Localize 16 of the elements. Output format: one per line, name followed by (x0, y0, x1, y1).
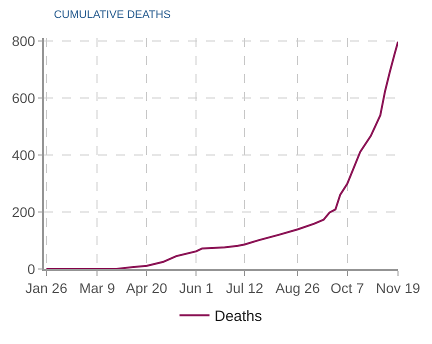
chart-title: CUMULATIVE DEATHS (54, 9, 171, 22)
y-tick-label: 800 (12, 32, 36, 49)
y-tick-label: 200 (12, 204, 36, 220)
x-tick-label: Mar 9 (79, 280, 116, 296)
x-tick-label: Jun 1 (179, 280, 214, 296)
x-tick-label: Jan 26 (25, 280, 68, 296)
legend-label: Deaths (214, 308, 262, 326)
y-tick-label: 600 (12, 90, 36, 106)
y-tick-label: 400 (12, 146, 36, 163)
x-tick-label: Jul 12 (226, 280, 264, 296)
line-series (45, 40, 398, 269)
x-tick-label: Oct 7 (330, 280, 364, 296)
x-tick-label: Aug 26 (276, 280, 320, 296)
y-tick-label: 0 (27, 260, 36, 277)
x-tick-label: Apr 20 (126, 280, 168, 296)
x-tick-label: Nov 19 (376, 280, 420, 296)
